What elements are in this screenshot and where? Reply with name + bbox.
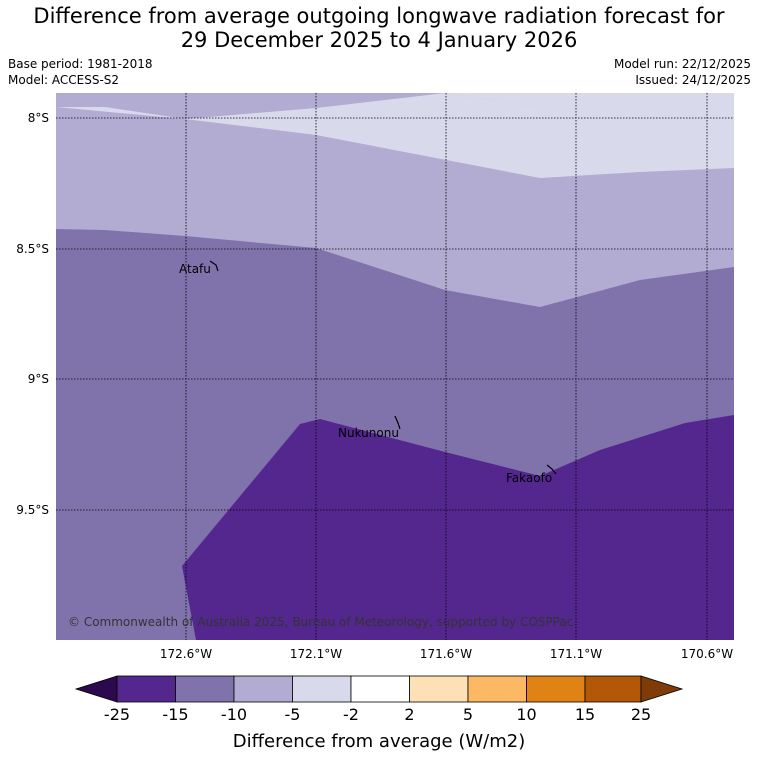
band-minus5-minus2-mid (56, 93, 734, 178)
title-line-1: Difference from average outgoing longwav… (33, 4, 725, 28)
lat-label-8: 8°S (28, 111, 49, 125)
map-area (56, 93, 734, 640)
colorbar-seg-6 (409, 675, 469, 703)
lon-label-171-1: 171.1°W (550, 647, 602, 661)
issued-date: Issued: 24/12/2025 (635, 73, 751, 87)
colorbar-seg-1 (116, 675, 176, 703)
cb-tick-2: 2 (404, 705, 414, 724)
lon-label-171-6: 171.6°W (420, 647, 472, 661)
meta-left: Base period: 1981-2018 Model: ACCESS-S2 (8, 56, 153, 88)
model-name: Model: ACCESS-S2 (8, 73, 120, 87)
copyright-text: © Commonwealth of Australia 2025, Bureau… (68, 615, 573, 629)
cb-tick-25: 25 (631, 705, 651, 724)
place-labels: Atafu Nukunonu Fakaofo (179, 262, 552, 485)
cb-tick-minus15: -15 (162, 705, 188, 724)
colorbar-seg-7 (467, 675, 527, 703)
colorbar-seg-9 (584, 675, 642, 703)
atolls (209, 260, 557, 475)
title-line-2: 29 December 2025 to 4 January 2026 (180, 28, 578, 52)
place-fakaofo: Fakaofo (506, 471, 552, 485)
atoll-nukunonu-outline (394, 415, 401, 430)
band-minus25-minus15 (182, 415, 734, 640)
cb-tick-minus5: -5 (285, 705, 301, 724)
cb-tick-minus10: -10 (221, 705, 247, 724)
colorbar-seg-3 (233, 675, 293, 703)
latitude-labels: 8°S 8.5°S 9°S 9.5°S (16, 111, 49, 517)
lon-label-172-1: 172.1°W (290, 647, 342, 661)
colorbar-seg-5 (350, 675, 410, 703)
colorbar-seg-2 (175, 675, 235, 703)
colorbar-title: Difference from average (W/m2) (233, 731, 525, 752)
cb-tick-10: 10 (516, 705, 536, 724)
lat-label-8-5: 8.5°S (16, 242, 49, 256)
atoll-atafu-outline (209, 260, 219, 272)
lon-label-170-6: 170.6°W (681, 647, 733, 661)
model-run: Model run: 22/12/2025 (613, 57, 751, 71)
colorbar (74, 675, 684, 703)
colorbar-low-arrow (74, 675, 118, 703)
colorbar-ticks: -25 -15 -10 -5 -2 2 5 10 15 25 (104, 705, 651, 724)
map-title: Difference from average outgoing longwav… (0, 4, 758, 52)
lat-label-9: 9°S (28, 372, 49, 386)
colorbar-high-arrow (640, 675, 684, 703)
place-atafu: Atafu (179, 262, 211, 276)
meta-right: Model run: 22/12/2025 Issued: 24/12/2025 (614, 56, 751, 88)
cb-tick-5: 5 (463, 705, 473, 724)
cb-tick-minus2: -2 (343, 705, 359, 724)
colorbar-seg-4 (292, 675, 352, 703)
base-period: Base period: 1981-2018 (8, 57, 153, 71)
graticule (56, 93, 734, 640)
cb-tick-15: 15 (575, 705, 595, 724)
lat-label-9-5: 9.5°S (16, 503, 49, 517)
longitude-labels: 172.6°W 172.1°W 171.6°W 171.1°W 170.6°W (160, 647, 733, 661)
atoll-fakaofo-outline (546, 464, 557, 475)
cb-tick-minus25: -25 (104, 705, 130, 724)
lon-label-172-6: 172.6°W (160, 647, 212, 661)
colorbar-seg-8 (526, 675, 586, 703)
band-minus5-minus2-top (56, 93, 734, 107)
place-nukunonu: Nukunonu (338, 426, 399, 440)
